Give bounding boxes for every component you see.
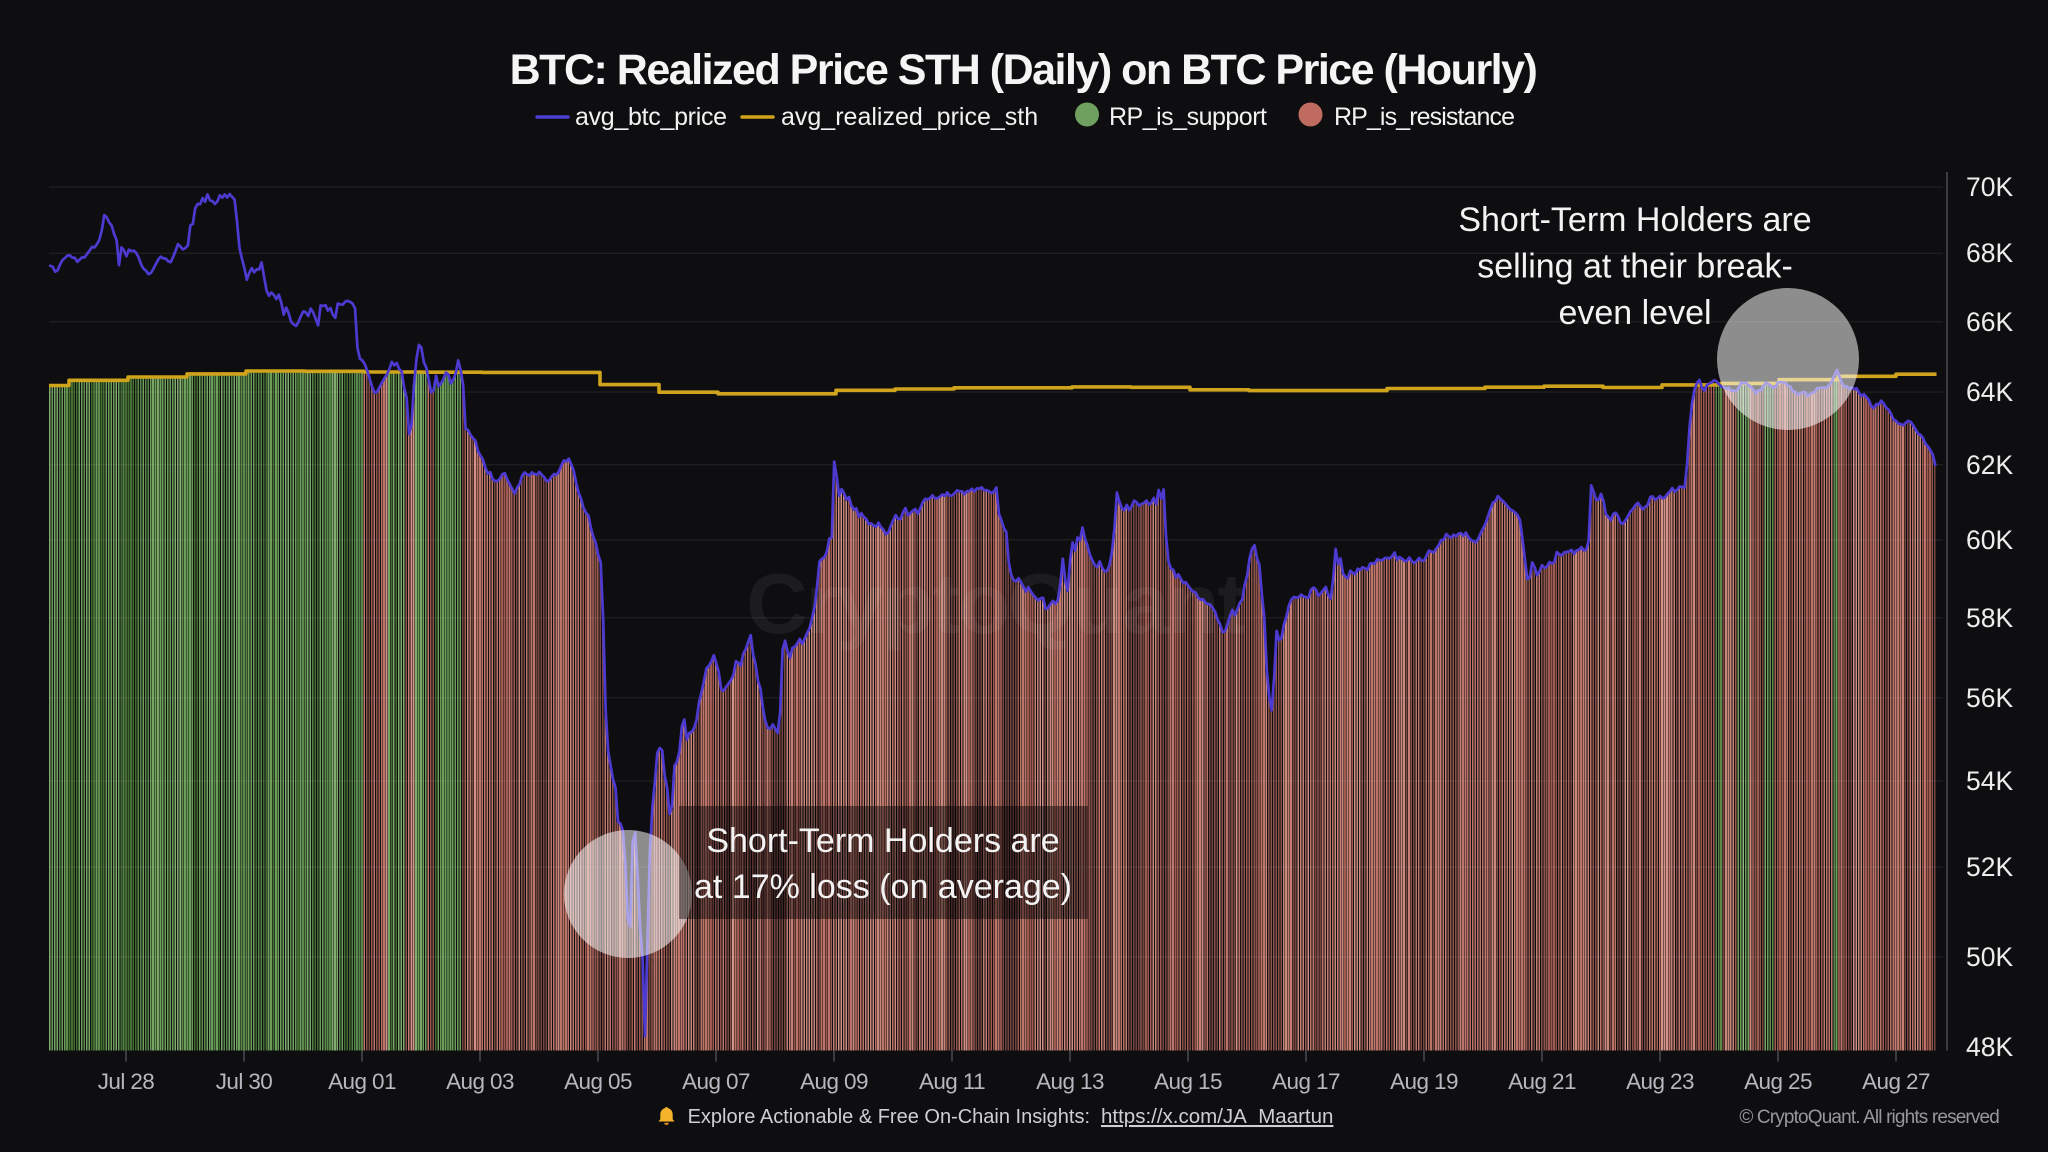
svg-text:BTC: Realized Price STH (Daily: BTC: Realized Price STH (Daily) on BTC P… bbox=[510, 46, 1537, 94]
svg-text:even level: even level bbox=[1558, 294, 1711, 332]
svg-text:Aug 03: Aug 03 bbox=[446, 1069, 514, 1094]
svg-text:Aug 05: Aug 05 bbox=[564, 1069, 632, 1094]
svg-text:56K: 56K bbox=[1966, 683, 2013, 713]
svg-text:54K: 54K bbox=[1966, 766, 2013, 796]
svg-text:selling at their break-: selling at their break- bbox=[1477, 248, 1793, 286]
svg-text:at 17% loss (on average): at 17% loss (on average) bbox=[694, 868, 1072, 906]
svg-text:avg_btc_price: avg_btc_price bbox=[575, 103, 727, 131]
svg-text:Jul 28: Jul 28 bbox=[98, 1069, 155, 1094]
svg-text:RP_is_resistance: RP_is_resistance bbox=[1334, 103, 1514, 131]
svg-text:CryptoQuant: CryptoQuant bbox=[746, 557, 1245, 652]
svg-text:https://x.com/JA_Maartun: https://x.com/JA_Maartun bbox=[1101, 1105, 1333, 1128]
svg-text:Aug 17: Aug 17 bbox=[1272, 1069, 1340, 1094]
svg-text:Aug 07: Aug 07 bbox=[682, 1069, 750, 1094]
svg-text:Aug 09: Aug 09 bbox=[800, 1069, 868, 1094]
svg-text:© CryptoQuant. All rights rese: © CryptoQuant. All rights reserved bbox=[1739, 1107, 1999, 1128]
svg-text:64K: 64K bbox=[1966, 377, 2013, 407]
svg-text:66K: 66K bbox=[1966, 307, 2013, 337]
svg-text:Aug 21: Aug 21 bbox=[1508, 1069, 1576, 1094]
svg-text:Short-Term Holders are: Short-Term Holders are bbox=[706, 822, 1059, 860]
svg-text:58K: 58K bbox=[1966, 603, 2013, 633]
svg-text:Aug 27: Aug 27 bbox=[1862, 1069, 1930, 1094]
svg-text:52K: 52K bbox=[1966, 852, 2013, 882]
svg-text:60K: 60K bbox=[1966, 525, 2013, 555]
svg-text:Aug 15: Aug 15 bbox=[1154, 1069, 1222, 1094]
svg-text:Jul 30: Jul 30 bbox=[216, 1069, 273, 1094]
svg-text:68K: 68K bbox=[1966, 238, 2013, 268]
svg-text:70K: 70K bbox=[1966, 172, 2013, 202]
svg-text:50K: 50K bbox=[1966, 942, 2013, 972]
svg-text:Aug 01: Aug 01 bbox=[328, 1069, 396, 1094]
svg-text:48K: 48K bbox=[1966, 1032, 2013, 1062]
svg-text:avg_realized_price_sth: avg_realized_price_sth bbox=[781, 103, 1038, 131]
svg-text:Short-Term Holders are: Short-Term Holders are bbox=[1458, 201, 1811, 239]
svg-text:62K: 62K bbox=[1966, 450, 2013, 480]
svg-text:Aug 19: Aug 19 bbox=[1390, 1069, 1458, 1094]
svg-text:Aug 25: Aug 25 bbox=[1744, 1069, 1812, 1094]
svg-text:Explore Actionable & Free On-C: Explore Actionable & Free On-Chain Insig… bbox=[688, 1106, 1090, 1128]
svg-text:Aug 23: Aug 23 bbox=[1626, 1069, 1694, 1094]
svg-text:RP_is_support: RP_is_support bbox=[1109, 103, 1267, 131]
svg-text:Aug 11: Aug 11 bbox=[919, 1069, 985, 1094]
svg-text:Aug 13: Aug 13 bbox=[1036, 1069, 1104, 1094]
